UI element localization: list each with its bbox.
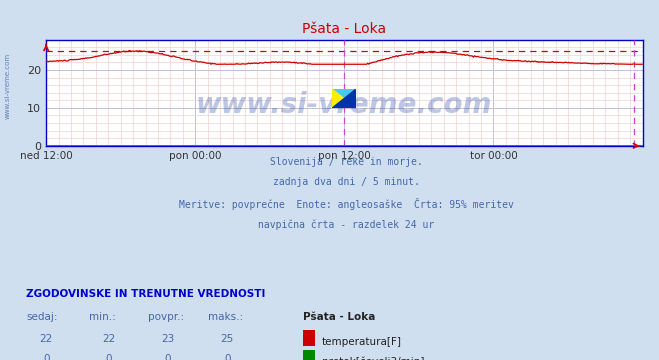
Bar — [344, 98, 357, 108]
Polygon shape — [332, 89, 357, 108]
Polygon shape — [332, 89, 357, 108]
Text: povpr.:: povpr.: — [148, 312, 185, 323]
Text: 0: 0 — [105, 354, 112, 360]
Text: min.:: min.: — [89, 312, 116, 323]
Text: navpična črta - razdelek 24 ur: navpična črta - razdelek 24 ur — [258, 219, 434, 230]
Text: 0: 0 — [224, 354, 231, 360]
Text: sedaj:: sedaj: — [26, 312, 58, 323]
Text: temperatura[F]: temperatura[F] — [322, 337, 401, 347]
Text: www.si-vreme.com: www.si-vreme.com — [196, 91, 492, 120]
Text: Slovenija / reke in morje.: Slovenija / reke in morje. — [270, 157, 422, 167]
Text: 23: 23 — [161, 334, 175, 344]
Polygon shape — [332, 89, 357, 108]
Text: 0: 0 — [165, 354, 171, 360]
Text: 25: 25 — [221, 334, 234, 344]
Text: Meritve: povprečne  Enote: angleosaške  Črta: 95% meritev: Meritve: povprečne Enote: angleosaške Čr… — [179, 198, 513, 210]
Text: pretok[čevelj3/min]: pretok[čevelj3/min] — [322, 356, 424, 360]
Text: www.si-vreme.com: www.si-vreme.com — [5, 53, 11, 120]
Text: Pšata - Loka: Pšata - Loka — [303, 312, 376, 323]
Text: 0: 0 — [43, 354, 49, 360]
Text: zadnja dva dni / 5 minut.: zadnja dva dni / 5 minut. — [273, 177, 419, 188]
Text: 22: 22 — [102, 334, 115, 344]
Title: Pšata - Loka: Pšata - Loka — [302, 22, 386, 36]
Bar — [344, 89, 357, 98]
Text: ZGODOVINSKE IN TRENUTNE VREDNOSTI: ZGODOVINSKE IN TRENUTNE VREDNOSTI — [26, 289, 266, 299]
Text: 22: 22 — [40, 334, 53, 344]
Bar — [332, 98, 344, 108]
Text: maks.:: maks.: — [208, 312, 243, 323]
Bar — [332, 89, 344, 98]
